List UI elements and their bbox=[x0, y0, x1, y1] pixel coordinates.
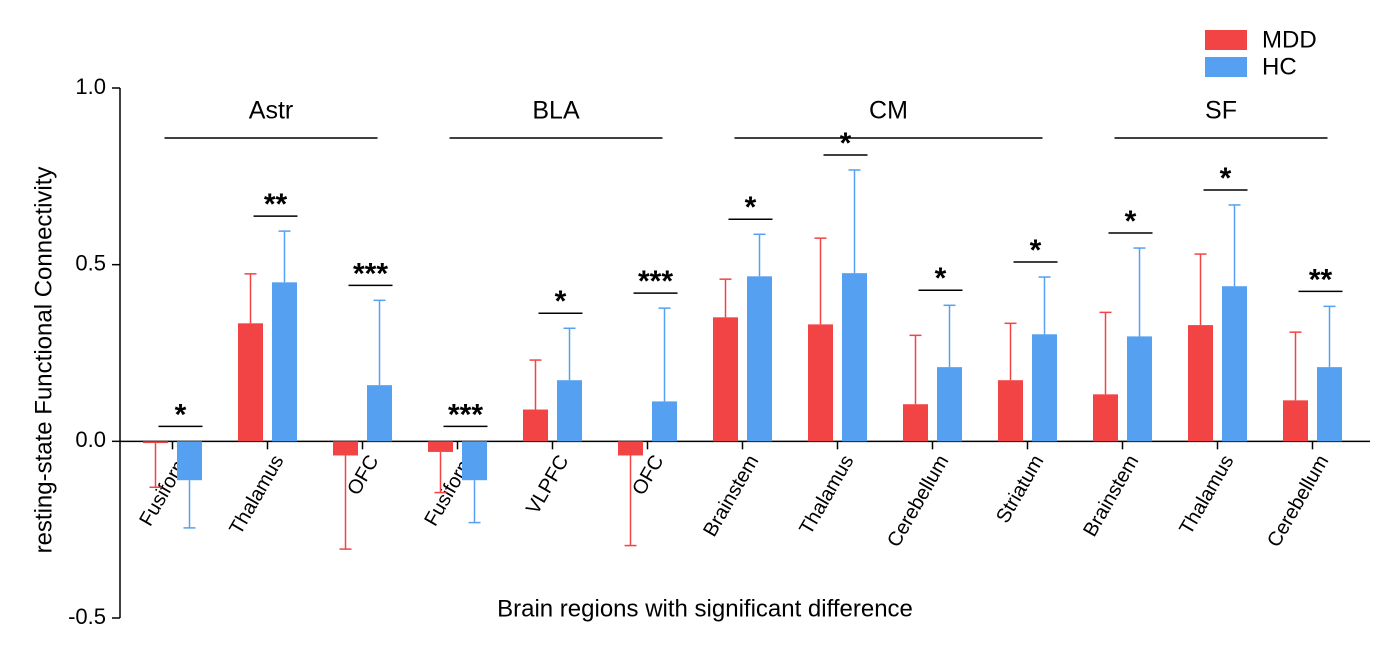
error-bar bbox=[563, 327, 576, 381]
bar bbox=[1188, 325, 1213, 442]
error-bar bbox=[244, 273, 257, 324]
bar bbox=[523, 409, 548, 442]
bar bbox=[1222, 286, 1247, 442]
error-bar bbox=[434, 451, 447, 494]
bar bbox=[1093, 394, 1118, 442]
error-bar bbox=[909, 334, 922, 405]
error-bar bbox=[719, 278, 732, 318]
bar bbox=[272, 282, 297, 442]
error-bar bbox=[1004, 322, 1017, 381]
bar bbox=[937, 367, 962, 442]
error-bar bbox=[943, 304, 956, 368]
group-label: BLA bbox=[532, 97, 580, 125]
error-bar bbox=[373, 299, 386, 386]
x-tick-label: VLPFC bbox=[522, 451, 573, 518]
significance-label: * bbox=[1125, 205, 1137, 238]
legend-label: MDD bbox=[1262, 26, 1317, 53]
error-bar bbox=[529, 359, 542, 410]
group-label: CM bbox=[869, 97, 908, 125]
bar bbox=[143, 441, 168, 444]
bar bbox=[367, 385, 392, 442]
x-tick-label: Cerebellum bbox=[1263, 451, 1333, 551]
significance-label: *** bbox=[353, 257, 388, 290]
bar bbox=[428, 441, 453, 452]
x-axis-label: Brain regions with significant differenc… bbox=[497, 595, 913, 622]
bar bbox=[998, 380, 1023, 442]
bar bbox=[652, 401, 677, 442]
error-bar bbox=[753, 233, 766, 277]
bar bbox=[1283, 400, 1308, 442]
error-bar bbox=[1099, 311, 1112, 395]
error-bar bbox=[183, 480, 196, 529]
bar bbox=[808, 324, 833, 442]
x-tick-label: OFC bbox=[343, 451, 383, 499]
significance-label: *** bbox=[638, 265, 673, 298]
significance-label: * bbox=[175, 398, 187, 431]
significance-label: * bbox=[840, 127, 852, 160]
x-tick-label: Thalamus bbox=[225, 451, 288, 538]
x-tick-label: Brainstem bbox=[699, 451, 763, 540]
bar bbox=[1127, 336, 1152, 442]
error-bar bbox=[278, 230, 291, 283]
bar bbox=[618, 441, 643, 456]
significance-label: *** bbox=[448, 398, 483, 431]
error-bar bbox=[1323, 305, 1336, 368]
x-tick-label: Brainstem bbox=[1079, 451, 1143, 540]
error-bar bbox=[624, 455, 637, 547]
legend-swatch bbox=[1205, 57, 1247, 77]
x-tick-label: Cerebellum bbox=[883, 451, 953, 551]
bar bbox=[177, 441, 202, 481]
y-tick-label: 0.0 bbox=[75, 427, 106, 452]
y-tick-label: 1.0 bbox=[75, 74, 106, 99]
error-bar bbox=[848, 169, 861, 274]
error-bar bbox=[1038, 276, 1051, 335]
legend-swatch bbox=[1205, 30, 1247, 50]
error-bar bbox=[1133, 247, 1146, 337]
error-bar bbox=[1194, 253, 1207, 326]
significance-label: * bbox=[1220, 162, 1232, 195]
error-bar bbox=[814, 237, 827, 325]
bar bbox=[462, 441, 487, 481]
bar bbox=[713, 317, 738, 442]
error-bar bbox=[658, 307, 671, 402]
y-axis-label: resting-state Functional Connectivity bbox=[30, 167, 57, 554]
legend-label: HC bbox=[1262, 53, 1297, 80]
x-tick-label: Thalamus bbox=[795, 451, 858, 538]
group-label: SF bbox=[1205, 97, 1237, 125]
y-tick-label: -0.5 bbox=[68, 604, 106, 629]
significance-label: * bbox=[935, 262, 947, 295]
bar bbox=[842, 273, 867, 442]
significance-label: ** bbox=[264, 188, 288, 221]
y-tick-label: 0.5 bbox=[75, 250, 106, 275]
bar bbox=[238, 323, 263, 442]
significance-label: * bbox=[555, 285, 567, 318]
error-bar bbox=[1289, 331, 1302, 401]
bar bbox=[1032, 334, 1057, 442]
significance-label: * bbox=[1030, 234, 1042, 267]
x-tick-label: OFC bbox=[628, 451, 668, 499]
error-bar bbox=[468, 480, 481, 524]
significance-label: ** bbox=[1309, 263, 1333, 296]
x-tick-label: Thalamus bbox=[1175, 451, 1238, 538]
group-label: Astr bbox=[249, 97, 293, 125]
error-bar bbox=[339, 455, 352, 550]
bar bbox=[557, 380, 582, 442]
bar bbox=[333, 441, 358, 456]
bar bbox=[747, 276, 772, 442]
x-tick-label: Striatum bbox=[992, 451, 1048, 526]
bar bbox=[1317, 367, 1342, 442]
error-bar bbox=[1228, 204, 1241, 287]
significance-label: * bbox=[745, 191, 757, 224]
bar bbox=[903, 404, 928, 442]
error-bar bbox=[149, 443, 162, 489]
